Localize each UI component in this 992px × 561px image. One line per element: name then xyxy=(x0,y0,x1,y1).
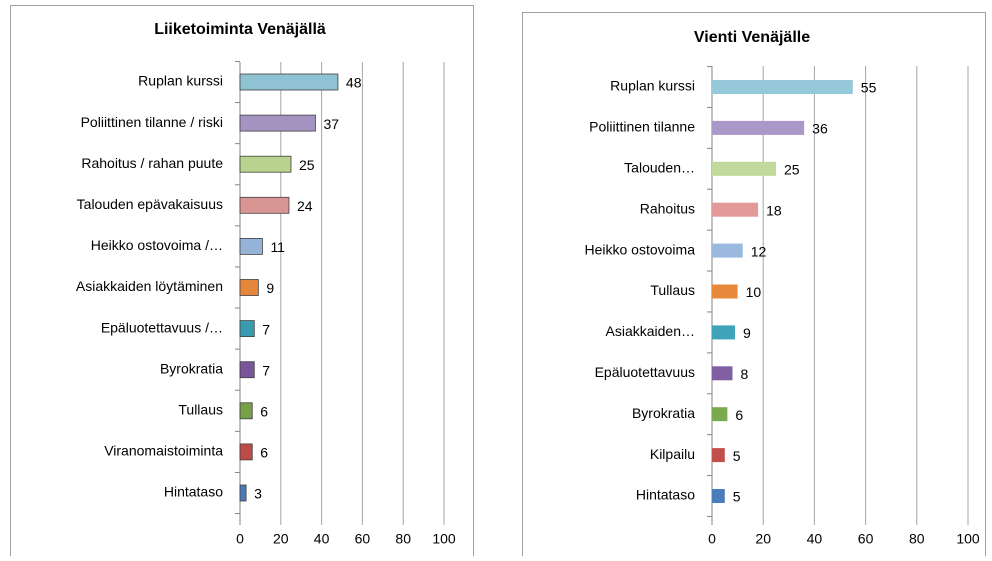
data-label: 48 xyxy=(346,75,362,91)
bar xyxy=(239,237,263,255)
y-tick-label: Kilpailu xyxy=(650,446,695,462)
x-tick-label: 100 xyxy=(432,531,456,547)
x-tick-label: 100 xyxy=(956,531,980,547)
data-label: 12 xyxy=(751,243,767,259)
bar xyxy=(712,80,853,94)
y-tick-label: Heikko ostovoima /… xyxy=(91,237,223,253)
bar xyxy=(712,243,743,258)
x-tick-label: 40 xyxy=(807,531,823,547)
x-tick-label: 0 xyxy=(708,531,716,547)
bar xyxy=(239,361,255,379)
x-tick-label: 0 xyxy=(236,531,244,547)
data-label: 25 xyxy=(784,162,800,178)
data-label: 24 xyxy=(297,198,313,214)
y-tick-label: Ruplan kurssi xyxy=(138,73,223,89)
y-tick-label: Viranomaistoiminta xyxy=(104,443,223,459)
chart-title: Liiketoiminta Venäjällä xyxy=(154,21,326,38)
x-tick-label: 60 xyxy=(858,531,874,547)
bar xyxy=(712,407,728,422)
y-tick-label: Heikko ostovoima xyxy=(585,241,696,257)
y-tick-label: Rahoitus xyxy=(640,200,695,216)
y-tick-label: Talouden… xyxy=(624,160,695,176)
bar xyxy=(712,366,733,381)
chart-title: Vienti Venäjälle xyxy=(694,29,810,46)
bar xyxy=(239,320,255,338)
data-label: 25 xyxy=(299,157,315,173)
chart-frame xyxy=(522,12,986,561)
y-tick-label: Tullaus xyxy=(650,282,695,298)
bar xyxy=(239,443,253,461)
data-label: 8 xyxy=(740,366,748,382)
bar xyxy=(712,120,805,135)
y-tick-label: Byrokratia xyxy=(632,405,695,421)
y-tick-label: Asiakkaiden löytäminen xyxy=(76,278,223,294)
x-tick-label: 60 xyxy=(355,531,371,547)
data-label: 6 xyxy=(260,445,268,461)
bar xyxy=(239,155,292,173)
y-tick-label: Hintataso xyxy=(636,487,695,503)
data-label: 11 xyxy=(270,239,285,255)
data-label: 3 xyxy=(254,486,262,502)
x-tick-label: 20 xyxy=(755,531,771,547)
y-tick-label: Talouden epävakaisuus xyxy=(77,196,223,212)
data-label: 9 xyxy=(743,325,751,341)
x-tick-label: 20 xyxy=(273,531,289,547)
bar xyxy=(239,484,247,502)
data-label: 6 xyxy=(735,407,743,423)
data-label: 36 xyxy=(812,121,828,137)
y-tick-label: Epäluotettavuus /… xyxy=(101,319,223,335)
x-tick-label: 40 xyxy=(314,531,330,547)
x-tick-label: 80 xyxy=(395,531,411,547)
data-label: 37 xyxy=(323,116,339,132)
bar xyxy=(712,489,725,503)
bar xyxy=(239,279,259,296)
data-label: 18 xyxy=(766,202,782,218)
y-tick-label: Byrokratia xyxy=(160,360,223,376)
bar xyxy=(239,402,253,420)
data-label: 5 xyxy=(733,489,741,505)
y-tick-label: Ruplan kurssi xyxy=(610,78,695,94)
bar xyxy=(712,202,759,217)
bar xyxy=(712,448,725,463)
bar xyxy=(239,114,316,132)
bar xyxy=(712,325,736,340)
bar xyxy=(239,73,339,91)
y-tick-label: Tullaus xyxy=(178,402,223,418)
data-label: 5 xyxy=(733,448,741,464)
data-label: 10 xyxy=(746,284,762,300)
y-tick-label: Poliittinen tilanne xyxy=(589,119,695,135)
data-label: 6 xyxy=(260,404,268,420)
y-tick-label: Hintataso xyxy=(164,484,223,500)
x-tick-label: 80 xyxy=(909,531,925,547)
bar xyxy=(239,196,290,214)
y-tick-label: Rahoitus / rahan puute xyxy=(81,155,223,171)
bar xyxy=(712,161,776,176)
y-tick-label: Epäluotettavuus xyxy=(595,364,695,380)
data-label: 7 xyxy=(262,321,270,337)
data-label: 7 xyxy=(262,362,270,378)
data-label: 9 xyxy=(266,280,274,296)
y-tick-label: Asiakkaiden… xyxy=(606,323,696,339)
y-tick-label: Poliittinen tilanne / riski xyxy=(81,114,223,130)
bar xyxy=(712,284,738,299)
data-label: 55 xyxy=(861,80,877,96)
